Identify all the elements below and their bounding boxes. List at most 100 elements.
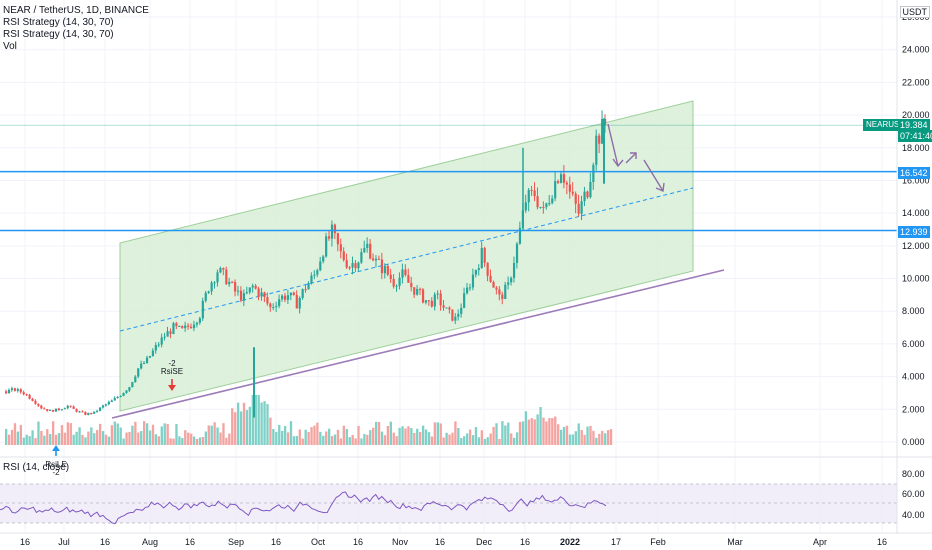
indicator-legend-1[interactable]: RSI Strategy (14, 30, 70) — [3, 17, 114, 28]
volume-bar — [172, 438, 175, 445]
volume-bar — [501, 421, 504, 445]
candle-body — [228, 281, 231, 285]
volume-bar — [336, 429, 340, 445]
candle-body — [413, 287, 416, 295]
candle-body — [166, 331, 169, 337]
volume-bar — [354, 438, 357, 445]
volume-bar — [445, 432, 448, 445]
candle-body — [113, 397, 116, 401]
volume-bar — [609, 429, 613, 445]
candle-body — [407, 275, 410, 283]
candle-body — [377, 258, 381, 260]
volume-bar — [40, 431, 43, 445]
indicator-legend-2[interactable]: RSI Strategy (14, 30, 70) — [3, 29, 114, 40]
candle-body — [325, 236, 328, 257]
candle-body — [87, 412, 90, 415]
volume-bar — [236, 402, 240, 445]
candle-body — [43, 408, 46, 410]
time-tick-label: Dec — [476, 537, 493, 547]
candle-body — [31, 398, 34, 401]
volume-bar — [421, 425, 425, 445]
volume-bar — [401, 426, 404, 445]
candle-body — [7, 389, 11, 394]
volume-bar — [392, 432, 395, 445]
price-tick-label: 24.000 — [902, 45, 930, 55]
volume-bar — [63, 432, 67, 445]
currency-button[interactable]: USDT — [899, 6, 930, 18]
volume-bar — [143, 421, 146, 445]
volume-bar — [530, 418, 533, 445]
volume-bar — [489, 433, 492, 445]
volume-bar — [148, 430, 152, 445]
candle-body — [201, 300, 204, 319]
volume-bar — [37, 421, 40, 445]
candle-body — [369, 243, 372, 259]
candle-body — [504, 284, 507, 300]
price-tick-label: 20.000 — [902, 110, 930, 120]
volume-bar — [87, 431, 90, 445]
volume-bar — [330, 436, 334, 445]
volume-bar — [231, 408, 234, 445]
candle-body — [486, 262, 489, 276]
symbol-title[interactable]: NEAR / TetherUS, 1D, BINANCE — [3, 5, 149, 16]
volume-bar — [342, 425, 346, 445]
volume-bar — [266, 404, 269, 445]
volume-bar — [545, 421, 548, 445]
candle-body — [360, 252, 363, 263]
time-tick-label: Feb — [650, 537, 666, 547]
candle-body — [181, 325, 184, 329]
time-tick-label: Oct — [311, 537, 326, 547]
candle-body — [72, 406, 75, 409]
volume-bar — [125, 432, 128, 445]
horizontal-levels[interactable] — [0, 124, 897, 232]
candle-body — [527, 189, 530, 203]
candle-body — [239, 290, 243, 301]
price-tick-label: 8.000 — [902, 306, 925, 316]
volume-bar — [515, 432, 519, 445]
volume-bar — [351, 434, 354, 445]
candle-body — [518, 227, 522, 244]
candle-body — [433, 294, 436, 307]
candle-body — [16, 389, 19, 391]
rsi-legend[interactable]: RSI (14, close) — [3, 462, 70, 473]
price-tick-label: 6.000 — [902, 339, 925, 349]
volume-bar — [601, 430, 604, 445]
candle-body — [471, 274, 475, 288]
candle-body — [54, 408, 58, 412]
volume-bar — [389, 421, 392, 445]
volume-bar — [96, 430, 99, 445]
candle-body — [292, 292, 295, 295]
countdown-tag: 07:41:40 — [898, 130, 932, 142]
up-arrow-head — [630, 152, 637, 159]
volume-bar — [72, 434, 75, 445]
candle-body — [157, 344, 160, 346]
volume-bar — [374, 421, 378, 445]
time-tick-label: Sep — [228, 537, 244, 547]
candle-body — [419, 288, 422, 290]
volume-bar — [25, 434, 28, 445]
volume-bars — [5, 395, 613, 445]
level-lower-tag: 12.939 — [898, 226, 930, 238]
candle-body — [163, 336, 166, 338]
volume-bar — [562, 426, 566, 445]
indicator-legend-vol[interactable]: Vol — [3, 41, 17, 52]
rsi-tick-label: 80.00 — [902, 469, 925, 479]
candle-body — [524, 202, 527, 211]
volume-bar — [586, 426, 589, 445]
channel-midline — [119, 187, 694, 332]
price-tick-label: 4.000 — [902, 372, 925, 382]
candle-body — [468, 287, 472, 289]
candle-body — [363, 248, 366, 253]
time-tick-label: 16 — [435, 537, 445, 547]
time-tick-label: 16 — [100, 537, 110, 547]
candle-body — [319, 261, 322, 271]
candle-body — [154, 345, 157, 351]
volume-bar — [245, 410, 249, 445]
candle-body — [421, 289, 425, 303]
volume-bar — [51, 421, 55, 445]
volume-bar — [345, 429, 348, 445]
volume-bar — [474, 427, 478, 445]
candle-body — [448, 307, 451, 310]
candle-body — [281, 295, 284, 300]
